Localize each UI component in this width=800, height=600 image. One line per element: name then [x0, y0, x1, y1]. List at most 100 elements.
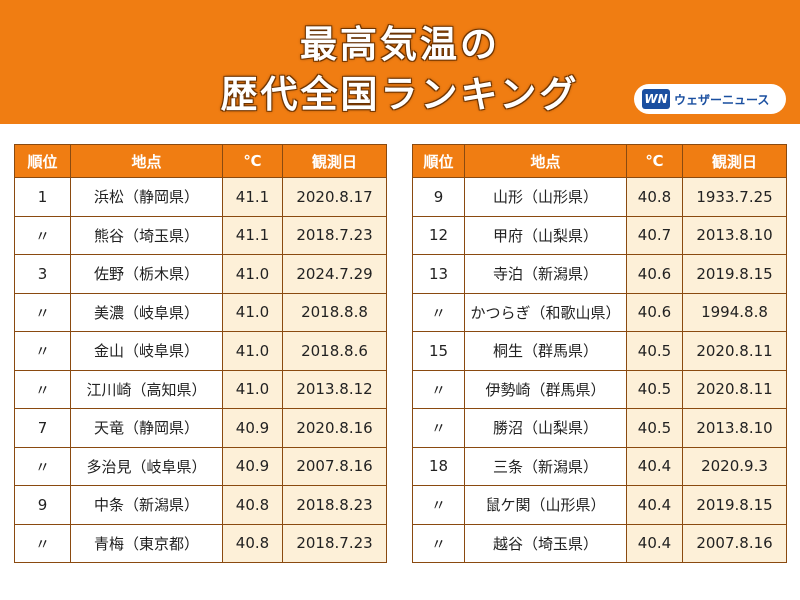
temperature-cell: 40.6 — [626, 292, 683, 332]
station-cell: 中条（新潟県） — [70, 485, 223, 525]
temperature-cell: 40.5 — [626, 331, 683, 371]
rank-cell: 〃 — [14, 523, 71, 563]
table-row: 〃金山（岐阜県） 41.0 2018.8.6 — [14, 331, 387, 371]
temperature-cell: 40.8 — [626, 177, 683, 217]
rank-cell: 〃 — [14, 446, 71, 486]
date-cell: 2018.8.23 — [282, 485, 387, 525]
header-temp: ℃ — [626, 144, 683, 178]
table-row: 1 浜松（静岡県） 41.1 2020.8.17 — [14, 177, 387, 217]
temperature-cell: 41.1 — [222, 215, 283, 255]
table-row: 〃伊勢崎（群馬県） 40.5 2020.8.11 — [412, 369, 787, 409]
rank-cell: 〃 — [14, 292, 71, 332]
station-cell: 金山（岐阜県） — [70, 331, 223, 371]
rank-cell: 〃 — [412, 485, 465, 525]
station-cell: 天竜（静岡県） — [70, 408, 223, 448]
temperature-cell: 41.0 — [222, 369, 283, 409]
rank-cell: 〃 — [14, 331, 71, 371]
temperature-cell: 40.4 — [626, 523, 683, 563]
table-header-row: 順位 地点 ℃ 観測日 — [14, 144, 387, 178]
date-cell: 1933.7.25 — [682, 177, 787, 217]
date-cell: 2020.8.17 — [282, 177, 387, 217]
rank-cell: 〃 — [412, 523, 465, 563]
date-cell: 2018.7.23 — [282, 215, 387, 255]
header-rank: 順位 — [412, 144, 465, 178]
date-cell: 2013.8.12 — [282, 369, 387, 409]
temperature-cell: 40.9 — [222, 446, 283, 486]
date-cell: 2018.8.8 — [282, 292, 387, 332]
temperature-cell: 41.0 — [222, 292, 283, 332]
rank-cell: 13 — [412, 254, 465, 294]
wn-logo-icon: WN — [642, 89, 670, 109]
station-cell: 山形（山形県） — [464, 177, 627, 217]
table-row: 〃勝沼（山梨県） 40.5 2013.8.10 — [412, 408, 787, 448]
rank-cell: 18 — [412, 446, 465, 486]
station-cell: 熊谷（埼玉県） — [70, 215, 223, 255]
station-cell: 三条（新潟県） — [464, 446, 627, 486]
ranking-table-right: 順位 地点 ℃ 観測日 9 山形（山形県） 40.8 1933.7.25 12 甲府（山梨… — [412, 144, 787, 563]
table-row: 9 中条（新潟県） 40.8 2018.8.23 — [14, 485, 387, 525]
temperature-cell: 41.1 — [222, 177, 283, 217]
date-cell: 2019.8.15 — [682, 254, 787, 294]
temperature-cell: 41.0 — [222, 331, 283, 371]
table-row: 9 山形（山形県） 40.8 1933.7.25 — [412, 177, 787, 217]
station-cell: 美濃（岐阜県） — [70, 292, 223, 332]
table-row: 〃多治見（岐阜県） 40.9 2007.8.16 — [14, 446, 387, 486]
temperature-cell: 40.5 — [626, 369, 683, 409]
rank-cell: 〃 — [412, 292, 465, 332]
table-row: 〃美濃（岐阜県） 41.0 2018.8.8 — [14, 292, 387, 332]
station-cell: 鼠ケ関（山形県） — [464, 485, 627, 525]
ranking-table-left: 順位 地点 ℃ 観測日 1 浜松（静岡県） 41.1 2020.8.17 〃熊谷（埼玉県… — [14, 144, 387, 563]
station-cell: 桐生（群馬県） — [464, 331, 627, 371]
temperature-cell: 40.7 — [626, 215, 683, 255]
station-cell: 伊勢崎（群馬県） — [464, 369, 627, 409]
date-cell: 2007.8.16 — [682, 523, 787, 563]
rank-cell: 9 — [14, 485, 71, 525]
rank-cell: 〃 — [412, 408, 465, 448]
header-date: 観測日 — [682, 144, 787, 178]
header-station: 地点 — [464, 144, 627, 178]
date-cell: 2020.8.11 — [682, 331, 787, 371]
header-date: 観測日 — [282, 144, 387, 178]
date-cell: 2019.8.15 — [682, 485, 787, 525]
logo-text: ウェザーニュース — [674, 92, 770, 107]
header-temp: ℃ — [222, 144, 283, 178]
rank-cell: 3 — [14, 254, 71, 294]
station-cell: 江川崎（高知県） — [70, 369, 223, 409]
date-cell: 1994.8.8 — [682, 292, 787, 332]
station-cell: 甲府（山梨県） — [464, 215, 627, 255]
temperature-cell: 40.6 — [626, 254, 683, 294]
table-row: 15 桐生（群馬県） 40.5 2020.8.11 — [412, 331, 787, 371]
temperature-cell: 40.4 — [626, 446, 683, 486]
station-cell: 浜松（静岡県） — [70, 177, 223, 217]
table-row: 〃江川崎（高知県） 41.0 2013.8.12 — [14, 369, 387, 409]
station-cell: 勝沼（山梨県） — [464, 408, 627, 448]
station-cell: 佐野（栃木県） — [70, 254, 223, 294]
date-cell: 2013.8.10 — [682, 215, 787, 255]
rank-cell: 15 — [412, 331, 465, 371]
table-row: 3 佐野（栃木県） 41.0 2024.7.29 — [14, 254, 387, 294]
station-cell: 寺泊（新潟県） — [464, 254, 627, 294]
header-banner: 最高気温の 歴代全国ランキング WN ウェザーニュース — [0, 0, 800, 124]
temperature-cell: 41.0 — [222, 254, 283, 294]
temperature-cell: 40.8 — [222, 523, 283, 563]
table-header-row: 順位 地点 ℃ 観測日 — [412, 144, 787, 178]
rank-cell: 〃 — [14, 369, 71, 409]
temperature-cell: 40.5 — [626, 408, 683, 448]
station-cell: 青梅（東京都） — [70, 523, 223, 563]
date-cell: 2020.8.11 — [682, 369, 787, 409]
date-cell: 2007.8.16 — [282, 446, 387, 486]
date-cell: 2020.8.16 — [282, 408, 387, 448]
table-row: 7 天竜（静岡県） 40.9 2020.8.16 — [14, 408, 387, 448]
header-station: 地点 — [70, 144, 223, 178]
date-cell: 2018.8.6 — [282, 331, 387, 371]
date-cell: 2024.7.29 — [282, 254, 387, 294]
table-row: 〃熊谷（埼玉県） 41.1 2018.7.23 — [14, 215, 387, 255]
rank-cell: 1 — [14, 177, 71, 217]
title-line-1: 最高気温の — [300, 23, 500, 66]
table-row: 12 甲府（山梨県） 40.7 2013.8.10 — [412, 215, 787, 255]
station-cell: 多治見（岐阜県） — [70, 446, 223, 486]
header-rank: 順位 — [14, 144, 71, 178]
rank-cell: 7 — [14, 408, 71, 448]
temperature-cell: 40.9 — [222, 408, 283, 448]
temperature-cell: 40.4 — [626, 485, 683, 525]
